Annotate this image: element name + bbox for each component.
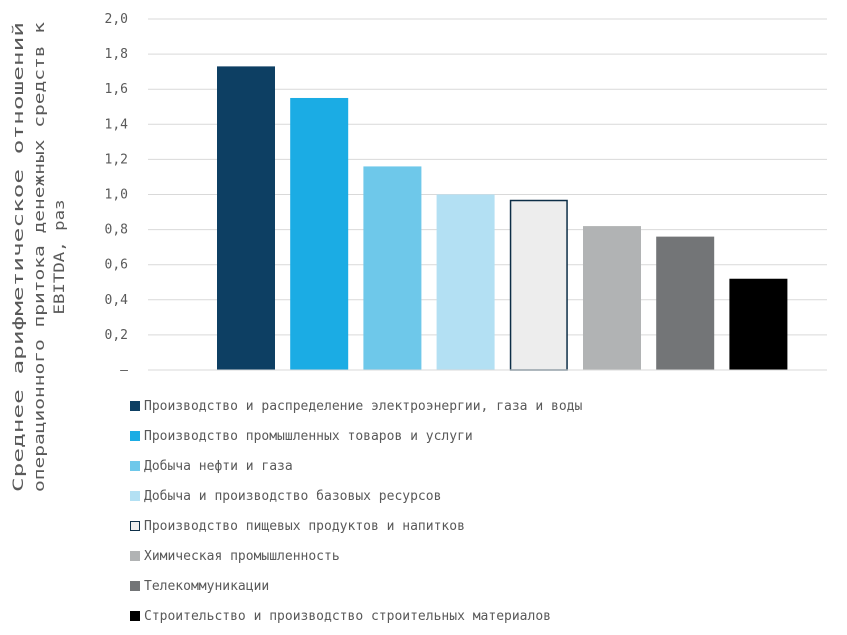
bar [583,226,641,370]
legend-swatch [130,521,140,531]
legend-swatch [130,491,140,501]
y-tick-label: 0,4 [105,293,129,308]
y-tick-label: 1,6 [105,82,128,97]
bars [217,66,788,371]
legend-label: Производство пищевых продуктов и напитко… [144,519,465,534]
legend-item: Добыча нефти и газа [130,454,830,484]
y-tick-label: – [120,363,128,378]
bar [217,66,275,370]
legend-label: Телекоммуникации [144,579,270,594]
legend-label: Добыча нефти и газа [144,459,293,474]
y-tick-label: 0,6 [105,258,128,273]
bar [656,236,715,370]
legend-swatch [130,581,140,591]
y-axis-title-line-1: Среднее арифметическое отношений [11,22,27,492]
y-axis-title-line-2: операционного притока денежных средств к [32,21,48,492]
bar [290,97,349,370]
legend-item: Добыча и производство базовых ресурсов [130,484,830,514]
y-tick-label: 0,8 [105,223,128,238]
legend-item: Телекоммуникации [130,574,830,604]
y-tick-label: 2,0 [105,12,128,27]
legend-swatch [130,611,140,621]
legend-swatch [130,431,140,441]
legend-label: Производство промышленных товаров и услу… [144,429,473,444]
y-tick-label: 1,0 [105,188,128,203]
legend-item: Производство пищевых продуктов и напитко… [130,514,830,544]
legend-label: Строительство и производство строительны… [144,609,551,624]
legend-swatch [130,401,140,411]
legend-item: Химическая промышленность [130,544,830,574]
legend-swatch [130,461,140,471]
bar [363,166,422,370]
legend-item: Производство и распределение электроэнер… [130,394,830,424]
legend: Производство и распределение электроэнер… [130,394,830,634]
y-axis-ticks: – 0,2 0,4 0,6 0,8 1,0 1,2 1,4 1,6 1,8 2,0 [105,12,129,378]
bar [729,278,788,370]
legend-label: Добыча и производство базовых ресурсов [144,489,442,504]
bar [436,194,495,370]
y-tick-label: 1,8 [105,47,128,62]
y-axis-title-line-3: EBITDA, раз [52,200,68,315]
y-tick-label: 1,2 [105,152,128,167]
legend-label: Производство и распределение электроэнер… [144,399,583,414]
y-tick-label: 1,4 [105,117,129,132]
y-tick-label: 0,2 [105,328,128,343]
legend-swatch [130,551,140,561]
legend-item: Строительство и производство строительны… [130,604,830,634]
legend-label: Химическая промышленность [144,549,340,564]
bar [509,199,568,371]
legend-item: Производство промышленных товаров и услу… [130,424,830,454]
